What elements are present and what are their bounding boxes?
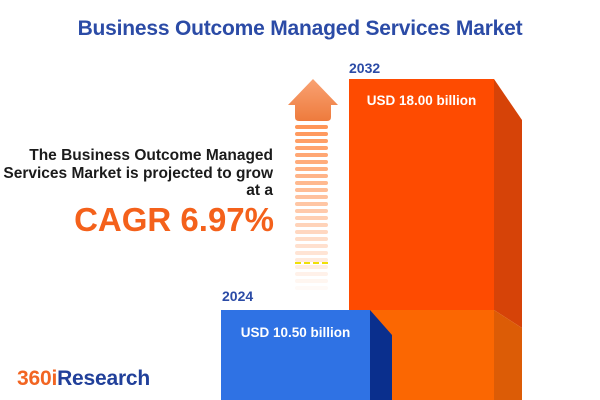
arrow-stripe (295, 125, 328, 129)
arrow-stripe (295, 251, 328, 255)
cagr-value: CAGR 6.97% (74, 201, 274, 238)
arrow-stripe (295, 244, 328, 248)
bar-2024-side (370, 310, 392, 400)
arrow-stripe (295, 174, 328, 178)
arrow-stripe (295, 272, 328, 276)
arrow-stripe (295, 279, 328, 283)
logo-text-blue: Research (57, 367, 151, 390)
intro-line-3: at a (246, 182, 273, 199)
intro-line-1: The Business Outcome Managed (29, 147, 273, 164)
growth-arrow-stripes (295, 125, 328, 293)
arrow-stripe (295, 216, 328, 220)
bar-2032-value-label: USD 18.00 billion (366, 93, 477, 108)
arrow-stripe (295, 146, 328, 150)
arrow-stripe (295, 195, 328, 199)
arrow-stripe (295, 286, 328, 290)
arrow-stripe (295, 209, 328, 213)
arrow-stripe (295, 265, 328, 269)
arrow-stripe (295, 188, 328, 192)
logo-text-orange: 360i (17, 367, 58, 390)
arrow-stripe (295, 258, 328, 262)
yellow-dashed-line (295, 262, 328, 264)
bar-2032-side (494, 79, 522, 400)
bar-2024-value-label: USD 10.50 billion (240, 325, 351, 340)
arrow-stripe (295, 230, 328, 234)
arrow-stripe (295, 223, 328, 227)
bar-2024-year-label: 2024 (222, 288, 254, 304)
arrow-stripe (295, 167, 328, 171)
bar-2024 (221, 310, 370, 400)
bar-2032-year-label: 2032 (349, 60, 381, 76)
arrow-stripe (295, 237, 328, 241)
arrow-stripe (295, 202, 328, 206)
intro-line-2: Services Market is projected to grow (3, 164, 273, 182)
arrow-stripe (295, 139, 328, 143)
arrow-stripe (295, 132, 328, 136)
arrow-stripe (295, 160, 328, 164)
brand-logo: 360iResearch (17, 367, 150, 391)
arrow-stripe (295, 181, 328, 185)
arrow-stripe (295, 153, 328, 157)
intro-text: The Business Outcome Managed Services Ma… (0, 147, 273, 200)
page-title: Business Outcome Managed Services Market (77, 17, 523, 40)
growth-arrow-icon (288, 79, 338, 121)
